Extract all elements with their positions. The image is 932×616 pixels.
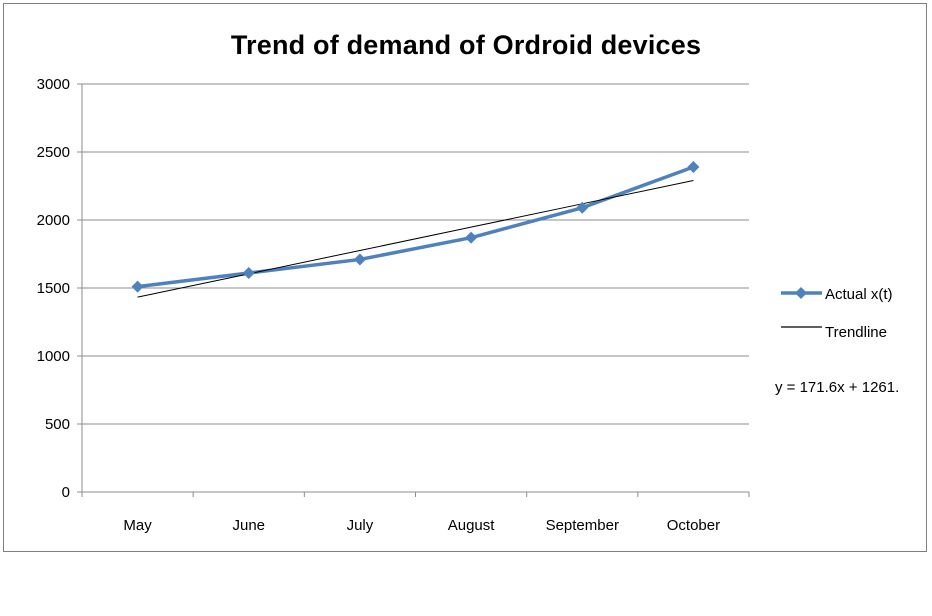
legend-marker-actual — [795, 287, 807, 299]
data-point-marker — [131, 280, 144, 293]
data-point-marker — [687, 160, 700, 173]
series-line-trendline — [137, 179, 694, 298]
chart-plot: 0 500 1000 1500 2000 2500 3000 May June July Augus… — [37, 76, 900, 534]
y-tick-label: 1000 — [37, 348, 70, 365]
y-tick-label: 1500 — [37, 280, 70, 297]
data-point-marker — [242, 267, 255, 280]
data-point-marker — [576, 201, 589, 214]
legend-label-actual: Actual x(t) — [825, 286, 893, 303]
x-tick-label: July — [347, 517, 374, 534]
chart-frame: Trend of demand of Ordroid devices 0 500 1… — [3, 3, 927, 552]
y-tick-label: 2000 — [37, 212, 70, 229]
x-tick-label: October — [667, 517, 720, 534]
y-tick-label: 2500 — [37, 144, 70, 161]
chart-title: Trend of demand of Ordroid devices — [230, 30, 702, 60]
legend-label-trendline: Trendline — [825, 324, 887, 341]
x-tick-label: May — [123, 517, 152, 534]
x-tick-label: June — [232, 517, 265, 534]
trendline-equation: y = 171.6x + 1261. — [775, 379, 899, 396]
series-line-actual — [137, 165, 695, 289]
y-tick-label: 0 — [62, 484, 70, 501]
x-tick-label: August — [448, 517, 496, 534]
data-point-marker — [465, 231, 478, 244]
y-tick-label: 3000 — [37, 76, 70, 93]
data-point-marker — [353, 253, 366, 266]
x-tick-label: September — [546, 517, 619, 534]
y-tick-label: 500 — [45, 416, 70, 433]
